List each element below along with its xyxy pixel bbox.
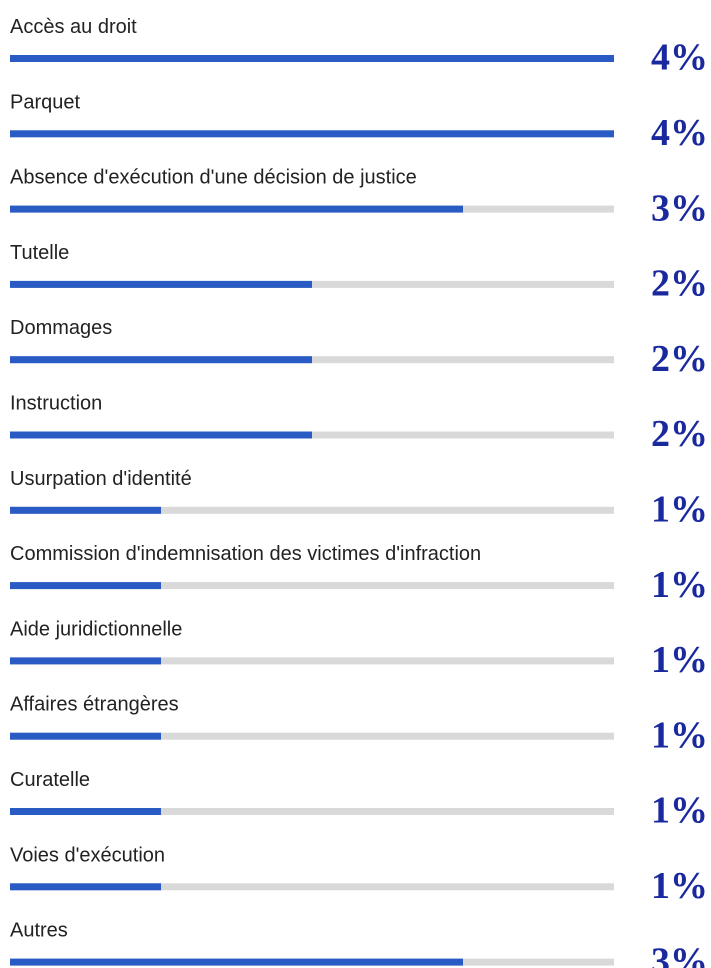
category-label: Curatelle xyxy=(10,769,90,791)
category-label: Parquet xyxy=(10,91,80,113)
bar-track xyxy=(10,657,614,665)
bar xyxy=(10,732,161,740)
category-label: Tutelle xyxy=(10,242,69,264)
bar-track xyxy=(10,732,614,740)
bar-track xyxy=(10,808,614,815)
bar-track xyxy=(10,506,614,514)
bar-track xyxy=(10,582,614,590)
bar xyxy=(10,55,614,62)
bar xyxy=(10,808,161,815)
bar xyxy=(10,506,161,514)
value-label: 2% xyxy=(651,413,708,455)
bar xyxy=(10,657,161,665)
value-label: 3% xyxy=(651,940,708,968)
value-label: 2% xyxy=(651,263,708,305)
category-label: Instruction xyxy=(10,393,102,415)
value-label: 1% xyxy=(651,639,708,681)
category-label: Voies d'exécution xyxy=(10,844,165,866)
bar xyxy=(10,356,312,364)
bar xyxy=(10,130,614,138)
category-label: Commission d'indemnisation des victimes … xyxy=(10,543,481,565)
value-label: 4% xyxy=(651,112,708,154)
value-label: 1% xyxy=(651,865,708,907)
category-label: Affaires étrangères xyxy=(10,694,179,716)
value-label: 3% xyxy=(651,187,708,229)
value-label: 2% xyxy=(651,338,708,380)
value-label: 4% xyxy=(651,37,708,79)
bar xyxy=(10,883,161,891)
bar xyxy=(10,431,312,439)
category-label: Aide juridictionnelle xyxy=(10,618,182,640)
category-label: Accès au droit xyxy=(10,16,137,38)
bar xyxy=(10,205,463,213)
bar xyxy=(10,280,312,288)
category-label: Usurpation d'identité xyxy=(10,468,192,490)
category-label: Absence d'exécution d'une décision de ju… xyxy=(10,167,417,189)
value-label: 1% xyxy=(651,790,708,832)
value-label: 1% xyxy=(651,714,708,756)
category-label: Autres xyxy=(10,920,68,942)
bar-track xyxy=(10,883,614,891)
value-label: 1% xyxy=(651,564,708,606)
bar xyxy=(10,582,161,590)
value-label: 1% xyxy=(651,489,708,531)
bar xyxy=(10,958,463,966)
category-label: Dommages xyxy=(10,317,112,339)
